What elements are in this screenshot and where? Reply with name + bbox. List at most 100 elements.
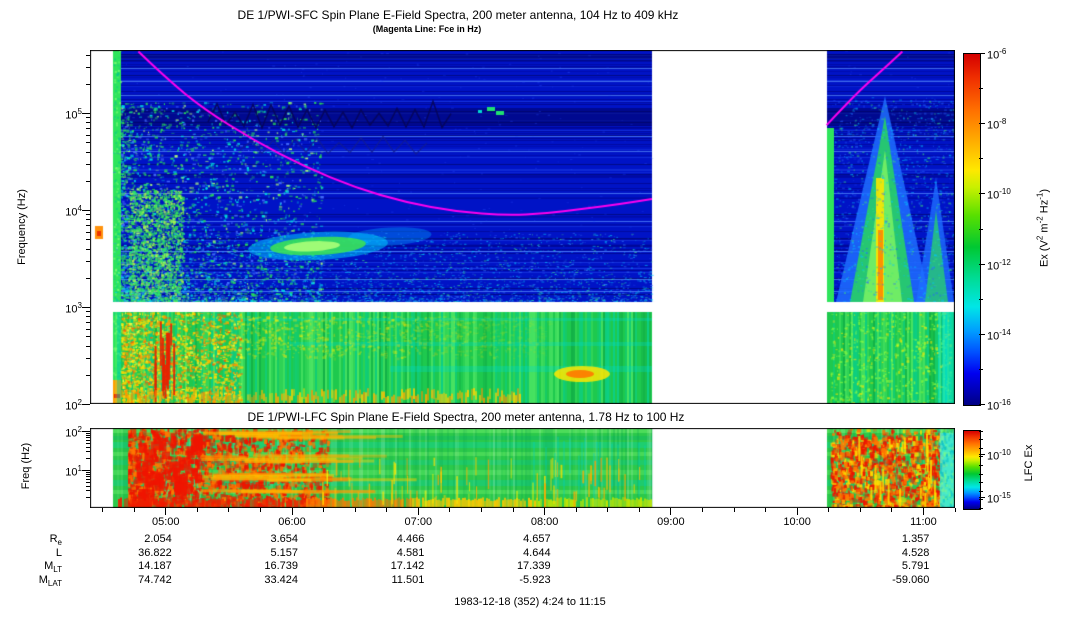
sfc-colorbar-tick-label: 10-16 (987, 398, 1011, 413)
ephemeris-value: 11.501 (391, 574, 425, 586)
time-tick-label: 09:00 (657, 516, 685, 528)
lfc-colorbar-minor-tick (979, 430, 983, 432)
date-range-caption: 1983-12-18 (352) 4:24 to 11:15 (454, 596, 606, 608)
time-minor-tick (354, 508, 356, 512)
ephemeris-value: -5.923 (519, 574, 551, 586)
time-major-tick (922, 508, 924, 515)
time-major-tick (544, 508, 546, 515)
sfc-y-minor-tick (86, 83, 90, 85)
lfc-colorbar-tick-label: 10-15 (987, 491, 1011, 506)
lfc-colorbar-minor-tick (979, 464, 983, 466)
sfc-colorbar-minor-tick (979, 88, 983, 90)
sfc-colorbar-major-tick (979, 123, 985, 125)
sfc-y-tick-label: 104 (65, 204, 82, 219)
lfc-y-minor-tick (86, 458, 90, 460)
lfc-colorbar-tick-label: 10-10 (987, 448, 1011, 463)
lfc-y-minor-tick (86, 485, 90, 487)
ephemeris-value: 16.739 (264, 560, 299, 572)
sfc-y-minor-tick (86, 311, 90, 313)
sfc-y-minor-tick (86, 122, 90, 124)
time-minor-tick (102, 508, 104, 512)
lfc-y-minor-tick (86, 446, 90, 448)
sfc-y-minor-tick (86, 374, 90, 376)
sfc-y-minor-tick (86, 225, 90, 227)
ephemeris-value: 4.581 (396, 547, 425, 559)
time-minor-tick (828, 508, 830, 512)
lfc-title: DE 1/PWI-LFC Spin Plane E-Field Spectra,… (247, 410, 685, 424)
time-minor-tick (891, 508, 893, 512)
time-minor-tick (480, 508, 482, 512)
sfc-y-major-tick (82, 404, 90, 405)
time-minor-tick (954, 508, 956, 512)
ephemeris-value: 17.339 (516, 560, 551, 572)
lfc-colorbar-minor-tick (979, 473, 983, 475)
time-minor-tick (228, 508, 230, 512)
lfc-y-axis-label: Freq (Hz) (20, 442, 32, 490)
sfc-y-minor-tick (86, 214, 90, 216)
time-major-tick (165, 508, 167, 515)
lfc-y-minor-tick (86, 471, 90, 473)
time-tick-label: 10:00 (783, 516, 811, 528)
sfc-y-minor-tick (86, 128, 90, 130)
sfc-y-minor-tick (86, 219, 90, 221)
lfc-y-minor-tick (86, 432, 90, 434)
sfc-y-minor-tick (86, 316, 90, 318)
sfc-colorbar-tick-label: 10-8 (987, 117, 1007, 132)
sfc-colorbar-minor-tick (979, 158, 983, 160)
ephemeris-value: 36.822 (138, 547, 172, 559)
sfc-colorbar-tick-label: 10-6 (987, 47, 1007, 62)
sfc-colorbar-minor-tick (979, 228, 983, 230)
lfc-y-minor-tick (86, 451, 90, 453)
sfc-y-minor-tick (86, 345, 90, 347)
ephemeris-value: 5.157 (270, 547, 299, 559)
lfc-colorbar-minor-tick (979, 482, 983, 484)
time-minor-tick (701, 508, 703, 512)
sfc-y-minor-tick (86, 163, 90, 165)
ephemeris-row-label: MLT (44, 560, 62, 575)
lfc-colorbar-minor-tick (979, 456, 983, 458)
ephemeris-value: 4.644 (523, 547, 551, 559)
sfc-y-minor-tick (86, 66, 90, 68)
time-minor-tick (512, 508, 514, 512)
lfc-y-minor-tick (86, 481, 90, 483)
sfc-y-minor-tick (86, 151, 90, 153)
time-tick-label: 05:00 (152, 516, 180, 528)
lfc-colorbar-major-tick (979, 454, 985, 455)
ephemeris-row-label: Re (49, 533, 62, 548)
lfc-y-tick-label: 101 (65, 464, 82, 479)
lfc-y-minor-tick (86, 478, 90, 480)
time-major-tick (670, 508, 672, 515)
sfc-y-minor-tick (86, 180, 90, 182)
sfc-spectrogram-canvas (90, 50, 955, 404)
sfc-subtitle: (Magenta Line: Fce in Hz) (372, 24, 482, 34)
lfc-y-minor-tick (86, 434, 90, 436)
ephemeris-value: 1.357 (901, 533, 930, 545)
lfc-y-minor-tick (86, 437, 90, 439)
lfc-y-minor-tick (86, 442, 90, 444)
sfc-y-minor-tick (86, 248, 90, 250)
sfc-colorbar-label: Ex (V2 m-2 Hz-1) (1035, 188, 1051, 268)
lfc-colorbar-major-tick (979, 497, 985, 498)
sfc-y-minor-tick (86, 134, 90, 136)
time-minor-tick (196, 508, 198, 512)
sfc-y-minor-tick (86, 357, 90, 359)
time-minor-tick (259, 508, 261, 512)
lfc-y-major-tick (82, 431, 90, 432)
lfc-colorbar-minor-tick (979, 447, 983, 449)
sfc-y-minor-tick (86, 336, 90, 338)
time-minor-tick (733, 508, 735, 512)
lfc-spectrogram-canvas (90, 428, 955, 508)
sfc-y-major-tick (82, 210, 90, 211)
sfc-y-major-tick (82, 307, 90, 308)
time-minor-tick (449, 508, 451, 512)
time-minor-tick (575, 508, 577, 512)
sfc-y-axis-label: Frequency (Hz) (16, 189, 28, 265)
sfc-colorbar (963, 53, 981, 406)
time-minor-tick (607, 508, 609, 512)
sfc-y-major-tick (82, 113, 90, 114)
ephemeris-value: 3.654 (270, 533, 299, 545)
sfc-colorbar-major-tick (979, 263, 985, 265)
sfc-y-minor-tick (86, 239, 90, 241)
lfc-y-minor-tick (86, 497, 90, 499)
time-tick-label: 11:00 (910, 516, 937, 528)
